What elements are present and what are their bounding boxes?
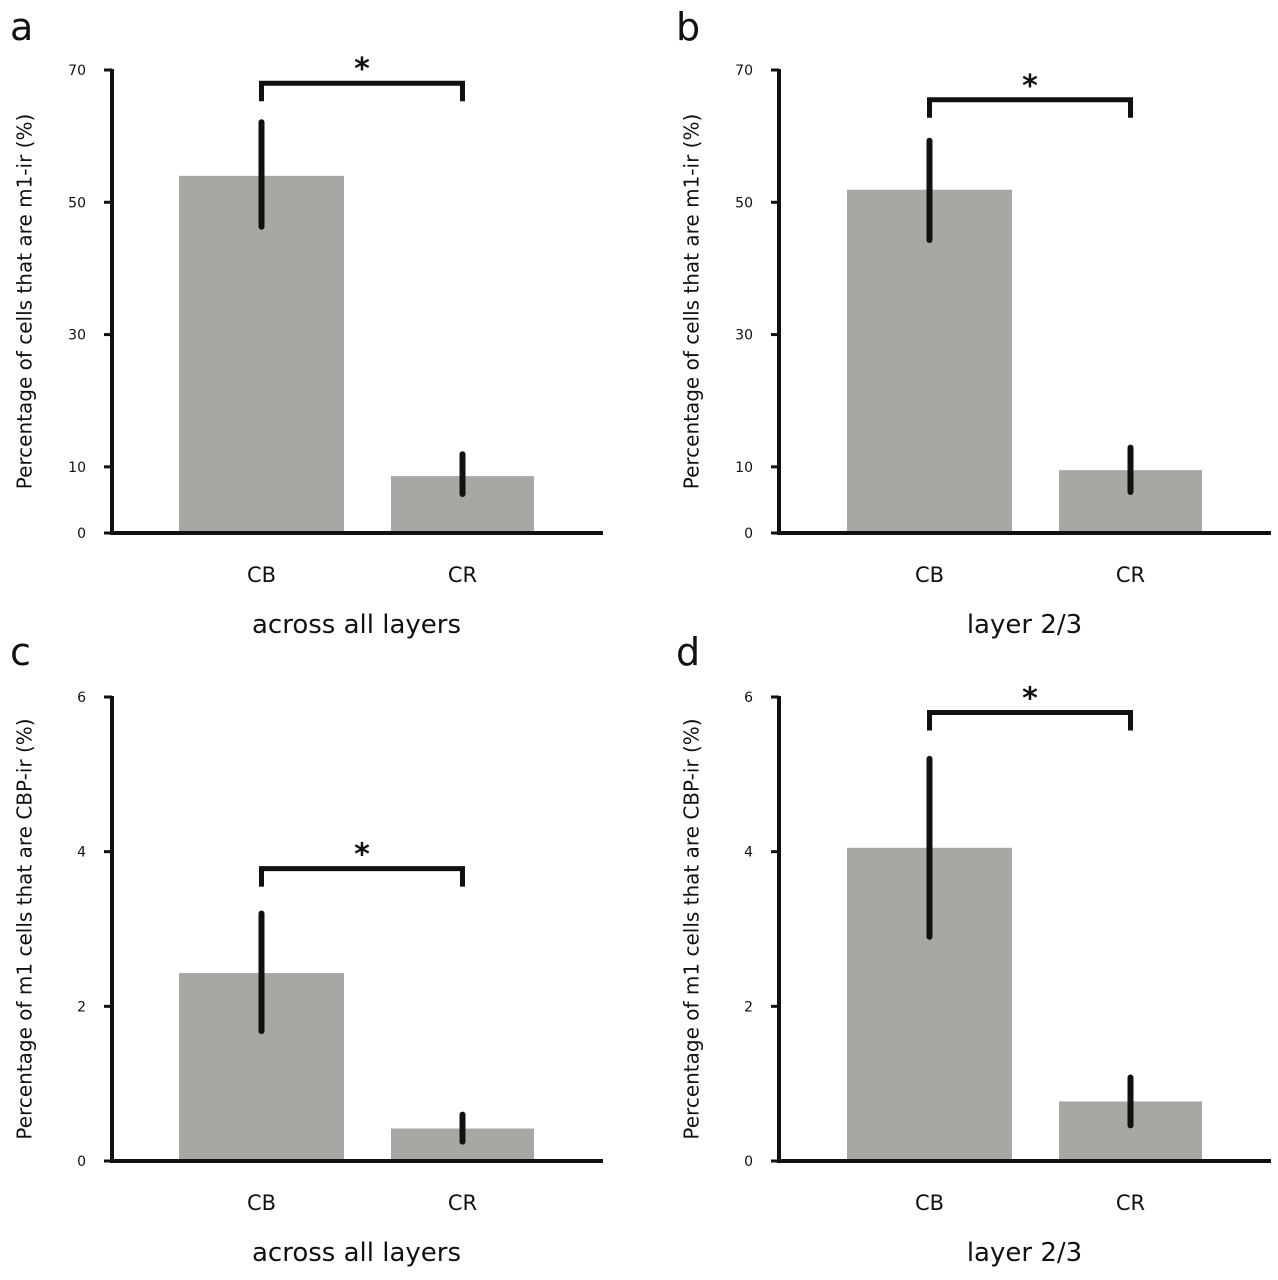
panel-letter-b: b	[676, 5, 700, 49]
y-tick-label-b: 0	[744, 526, 753, 542]
panel-letter-c: c	[10, 630, 31, 674]
y-tick-label-b: 50	[735, 195, 753, 211]
y-tick-label-b: 70	[735, 63, 753, 79]
y-tick-label-c: 6	[77, 690, 86, 706]
y-tick-label-a: 30	[68, 328, 86, 344]
panel-letter-a: a	[10, 5, 33, 49]
x-category-label-a-cb: CB	[247, 563, 276, 587]
y-tick-label-c: 2	[77, 999, 86, 1015]
significance-star-a: *	[354, 52, 370, 87]
bar-b-cb	[847, 189, 1012, 533]
x-category-label-a-cr: CR	[448, 563, 477, 587]
x-axis-label-b: layer 2/3	[967, 610, 1082, 640]
significance-star-d: *	[1022, 681, 1038, 716]
x-category-label-c-cb: CB	[247, 1191, 276, 1215]
y-tick-label-d: 0	[744, 1154, 753, 1170]
y-axis-label-b: Percentage of cells that are m1-ir (%)	[680, 114, 704, 490]
x-axis-label-d: layer 2/3	[967, 1238, 1082, 1268]
y-tick-label-d: 2	[744, 999, 753, 1015]
y-tick-label-c: 4	[77, 845, 86, 861]
y-axis-label-d: Percentage of m1 cells that are CBP-ir (…	[680, 718, 704, 1139]
y-tick-label-d: 4	[744, 845, 753, 861]
significance-star-c: *	[354, 838, 370, 873]
x-category-label-d-cr: CR	[1116, 1191, 1145, 1215]
y-tick-label-b: 10	[735, 460, 753, 476]
y-tick-label-a: 50	[68, 195, 86, 211]
y-tick-label-c: 0	[77, 1154, 86, 1170]
x-axis-label-a: across all layers	[252, 610, 461, 640]
significance-star-b: *	[1022, 69, 1038, 104]
y-axis-label-c: Percentage of m1 cells that are CBP-ir (…	[13, 718, 37, 1139]
significance-bracket-c	[259, 866, 465, 887]
y-axis-label-a: Percentage of cells that are m1-ir (%)	[13, 114, 37, 490]
y-tick-label-b: 30	[735, 328, 753, 344]
y-tick-label-a: 10	[68, 460, 86, 476]
y-tick-label-d: 6	[744, 690, 753, 706]
significance-bracket-d	[927, 709, 1133, 731]
y-tick-label-a: 0	[77, 526, 86, 542]
x-category-label-b-cr: CR	[1116, 563, 1145, 587]
x-category-label-c-cr: CR	[448, 1191, 477, 1215]
y-tick-label-a: 70	[68, 63, 86, 79]
significance-bracket-b	[927, 97, 1133, 118]
x-category-label-d-cb: CB	[915, 1191, 944, 1215]
significance-bracket-a	[259, 80, 465, 102]
x-category-label-b-cb: CB	[915, 563, 944, 587]
panel-letter-d: d	[676, 630, 700, 674]
x-axis-label-c: across all layers	[252, 1238, 461, 1268]
bar-a-cb	[179, 175, 344, 534]
